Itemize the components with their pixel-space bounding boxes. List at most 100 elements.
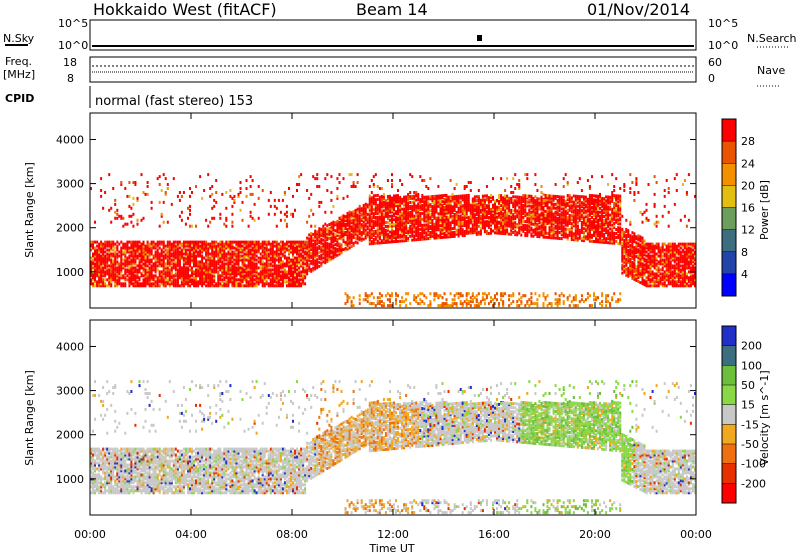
echo-cell bbox=[318, 200, 321, 204]
echo-cell bbox=[162, 173, 165, 177]
echo-cell bbox=[467, 302, 470, 306]
echo-cell bbox=[487, 212, 490, 215]
echo-cell bbox=[348, 173, 351, 177]
echo-cell bbox=[275, 252, 278, 256]
echo-cell bbox=[449, 205, 452, 209]
echo-cell bbox=[199, 250, 202, 254]
echo-cell bbox=[243, 260, 246, 264]
echo-cell bbox=[195, 256, 198, 260]
echo-cell bbox=[126, 244, 129, 248]
echo-cell bbox=[348, 226, 351, 230]
echo-cell bbox=[189, 274, 192, 278]
echo-cell bbox=[199, 175, 202, 179]
echo-cell bbox=[164, 177, 167, 181]
echo-cell bbox=[269, 242, 272, 246]
echo-cell bbox=[534, 224, 537, 228]
echo-cell bbox=[560, 223, 563, 227]
echo-cell bbox=[342, 230, 345, 234]
echo-cell bbox=[146, 250, 149, 254]
echo-cell bbox=[492, 229, 495, 233]
echo-cell bbox=[492, 177, 495, 181]
echo-cell bbox=[411, 220, 414, 224]
echo-cell bbox=[490, 194, 493, 197]
echo-cell bbox=[570, 216, 573, 220]
echo-cell bbox=[481, 204, 484, 208]
echo-cell bbox=[425, 215, 428, 219]
echo-cell bbox=[120, 268, 123, 272]
echo-cell bbox=[524, 226, 527, 229]
echo-cell bbox=[393, 196, 396, 200]
echo-cell bbox=[461, 222, 464, 226]
echo-cell bbox=[530, 300, 533, 304]
echo-cell bbox=[189, 224, 192, 228]
echo-cell bbox=[518, 217, 521, 221]
echo-cell bbox=[477, 195, 480, 198]
echo-cell bbox=[461, 208, 464, 212]
echo-cell bbox=[237, 242, 240, 246]
echo-cell bbox=[201, 248, 204, 252]
echo-cell bbox=[174, 256, 177, 260]
echo-cell bbox=[435, 236, 438, 240]
echo-cell bbox=[562, 185, 565, 188]
echo-cell bbox=[162, 254, 165, 258]
echo-cell bbox=[405, 298, 408, 302]
echo-cell bbox=[251, 260, 254, 264]
echo-cell bbox=[138, 260, 141, 264]
echo-cell bbox=[354, 185, 357, 188]
echo-cell bbox=[245, 276, 248, 280]
echo-cell bbox=[409, 212, 412, 216]
echo-cell bbox=[290, 272, 293, 276]
echo-cell bbox=[281, 272, 284, 276]
echo-cell bbox=[437, 234, 440, 238]
echo-cell bbox=[219, 278, 222, 282]
echo-cell bbox=[324, 235, 327, 239]
echo-cell bbox=[94, 276, 97, 280]
echo-cell bbox=[310, 242, 313, 245]
echo-cell bbox=[132, 260, 135, 264]
echo-cell bbox=[550, 212, 553, 216]
echo-cell bbox=[265, 258, 268, 262]
echo-cell bbox=[235, 258, 238, 262]
echo-cell bbox=[374, 194, 377, 198]
echo-cell bbox=[334, 223, 337, 227]
echo-cell bbox=[102, 248, 105, 252]
echo-cell bbox=[203, 189, 206, 192]
echo-cell bbox=[530, 198, 533, 202]
echo-cell bbox=[433, 228, 436, 232]
echo-cell bbox=[429, 231, 432, 234]
echo-cell bbox=[560, 203, 563, 207]
echo-cell bbox=[336, 222, 339, 225]
echo-cell bbox=[178, 274, 181, 278]
echo-cell bbox=[389, 230, 392, 234]
noise-tick-left-hi: 10^5 bbox=[58, 17, 88, 30]
echo-cell bbox=[514, 221, 517, 225]
echo-cell bbox=[253, 254, 256, 258]
echo-cell bbox=[439, 218, 442, 222]
echo-cell bbox=[336, 233, 339, 237]
echo-cell bbox=[302, 270, 305, 274]
echo-cell bbox=[518, 231, 521, 235]
echo-cell bbox=[475, 225, 478, 228]
echo-cell bbox=[423, 237, 426, 241]
echo-cell bbox=[261, 278, 264, 282]
echo-cell bbox=[427, 207, 430, 211]
echo-cell bbox=[483, 202, 486, 206]
echo-cell bbox=[540, 227, 543, 231]
echo-cell bbox=[288, 270, 291, 274]
echo-cell bbox=[112, 258, 115, 262]
echo-cell bbox=[239, 268, 242, 272]
echo-cell bbox=[290, 258, 293, 262]
echo-cell bbox=[467, 231, 470, 235]
echo-cell bbox=[197, 240, 200, 244]
echo-cell bbox=[209, 242, 212, 246]
echo-cell bbox=[207, 266, 210, 270]
echo-cell bbox=[421, 235, 424, 239]
echo-cell bbox=[441, 235, 444, 239]
echo-cell bbox=[368, 240, 371, 244]
echo-cell bbox=[168, 244, 171, 248]
echo-cell bbox=[225, 270, 228, 274]
echo-cell bbox=[265, 248, 268, 252]
echo-cell bbox=[451, 215, 454, 219]
echo-cell bbox=[496, 223, 499, 227]
echo-cell bbox=[524, 210, 527, 214]
